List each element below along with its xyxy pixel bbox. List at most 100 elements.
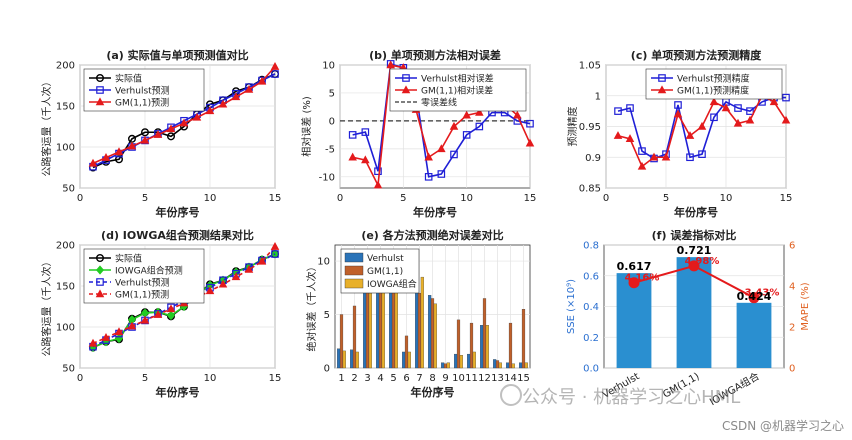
y-tick-label: 0 [329,116,335,127]
legend-marker [657,85,667,94]
data-point [673,109,683,118]
legend-swatch [344,252,364,263]
data-point [244,84,254,93]
legend-label: Verhulst预测 [115,86,170,97]
data-point [513,110,522,119]
data-point [450,150,458,159]
legend-label: 实际值 [115,253,142,265]
y-left-tick-label: 0.6 [583,271,599,282]
data-point [674,101,682,109]
x-tick-label: 15 [780,193,793,204]
legend-label: GM(1,1)预测 [115,98,169,109]
legend-label: Verhulst相对误差 [421,73,494,85]
x-tick-label: 10 [204,193,217,204]
y-left-tick-label: 0.0 [583,364,599,375]
y-right-tick-label: 0 [789,364,795,375]
data-point [424,173,433,181]
data-point [685,131,695,139]
data-point [348,131,357,139]
data-point [721,103,731,112]
bar [446,362,450,369]
data-point [271,250,279,258]
data-point [127,141,137,150]
x-tick-label: 10 [204,373,217,384]
bar [394,287,398,369]
y-tick-label: 0.9 [585,153,601,164]
data-point [127,321,137,330]
x-tick-label: 5 [663,193,669,204]
x-tick-label: 9 [442,373,448,384]
mape-value-label: 4.16% [625,273,660,284]
bar [482,298,487,369]
bar [337,348,341,369]
data-point [231,272,241,281]
legend-label: GM(1,1)相对误差 [421,85,493,97]
data-point [114,147,124,156]
y-tick-label: 0.85 [579,184,601,195]
x-tick-label: 14 [504,373,517,384]
data-point [114,155,123,164]
chart-title: (c) 单项预测方法预测精度 [631,48,762,62]
data-point [625,134,635,142]
data-point [437,170,446,178]
chart-title: (f) 误差指标对比 [652,228,737,242]
bar [511,363,515,369]
bar [459,355,463,369]
x-tick-label: 6 [403,373,409,384]
bar [428,295,432,369]
legend-swatch [344,278,364,289]
data-point [166,132,175,141]
bar [339,314,344,369]
bar [355,351,359,369]
sse-bar [616,273,652,368]
y-tick-label: 200 [56,61,75,72]
y-axis-label: 预测精度 [566,107,579,147]
legend-marker [402,74,410,82]
data-point [614,107,622,115]
data-point [661,152,671,161]
data-point [386,60,395,69]
x-tick-label: 10 [720,193,733,204]
y-left-tick-label: 0.4 [583,302,599,313]
mape-point [628,277,640,289]
chart-title: (d) IOWGA组合预测结果对比 [101,228,254,242]
wechat-logo-icon [500,384,522,406]
y-axis-label: 绝对误差（千人次） [305,262,318,352]
legend-swatch [344,265,364,276]
y-tick-label: -5 [325,144,335,155]
y-tick-label: 5 [329,88,335,99]
legend-marker [658,74,666,82]
bar [430,298,435,369]
bar [441,362,445,369]
data-point [769,97,779,106]
bar [521,309,526,369]
legend-marker [95,265,105,275]
chart-c: 0 5 10 15 0.85 0.9 0.95 1 1.05 (c) 单项预测方法预测精度年份序号… [566,48,792,219]
bar [342,350,346,369]
x-tick-label: 13 [491,373,504,384]
x-tick-label: 10 [452,373,465,384]
bar [495,360,500,369]
data-point [153,130,163,138]
legend-label: IOWGA组合预测 [115,265,183,277]
x-tick-label: 0 [77,373,83,384]
data-point [462,131,471,139]
y-axis-label: 相对误差 (%) [300,96,313,157]
bar [433,303,437,369]
legend-label: Verhulst预测 [115,278,170,289]
bar [420,276,424,369]
data-point [475,122,484,131]
data-point [101,333,111,341]
legend-label: GM(1,1)预测精度 [677,85,749,97]
data-point [746,107,754,115]
x-tick-label: 15 [269,193,282,204]
data-point [449,121,459,130]
x-axis-label: 年份序号 [156,205,200,219]
x-tick-label: 5 [142,193,148,204]
y-axis-label: 公路客运量（千人次） [40,77,53,177]
legend: Verhulst GM(1,1)IOWGA组合 [340,248,420,294]
